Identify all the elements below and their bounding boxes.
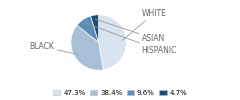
Legend: 47.3%, 38.4%, 9.6%, 4.7%: 47.3%, 38.4%, 9.6%, 4.7% (52, 89, 188, 96)
Text: ASIAN: ASIAN (95, 19, 165, 43)
Wedge shape (90, 15, 99, 42)
Text: BLACK: BLACK (30, 42, 78, 54)
Wedge shape (99, 15, 126, 70)
Text: HISPANIC: HISPANIC (85, 23, 177, 55)
Wedge shape (77, 16, 99, 42)
Wedge shape (71, 25, 103, 70)
Text: WHITE: WHITE (122, 9, 167, 41)
